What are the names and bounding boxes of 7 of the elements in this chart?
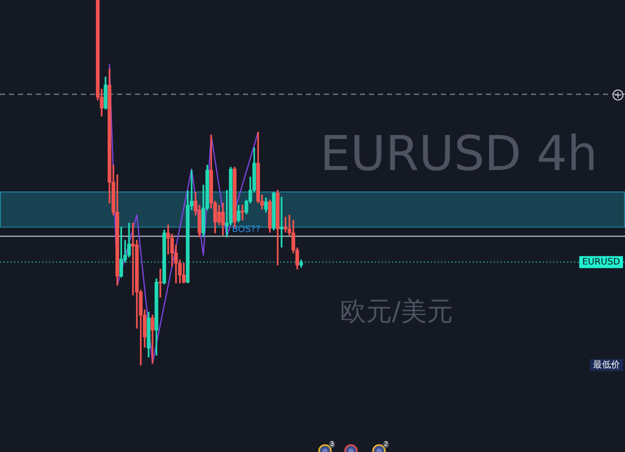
candlestick xyxy=(240,204,244,220)
text: EURUSD 4h xyxy=(320,126,598,182)
ref-line-label: BOS?? xyxy=(232,225,261,236)
ref-line-label: EURUSD xyxy=(582,257,620,268)
candlestick xyxy=(284,216,288,233)
text: 最低价 xyxy=(593,359,620,370)
text: 欧元/美元 xyxy=(340,297,453,327)
